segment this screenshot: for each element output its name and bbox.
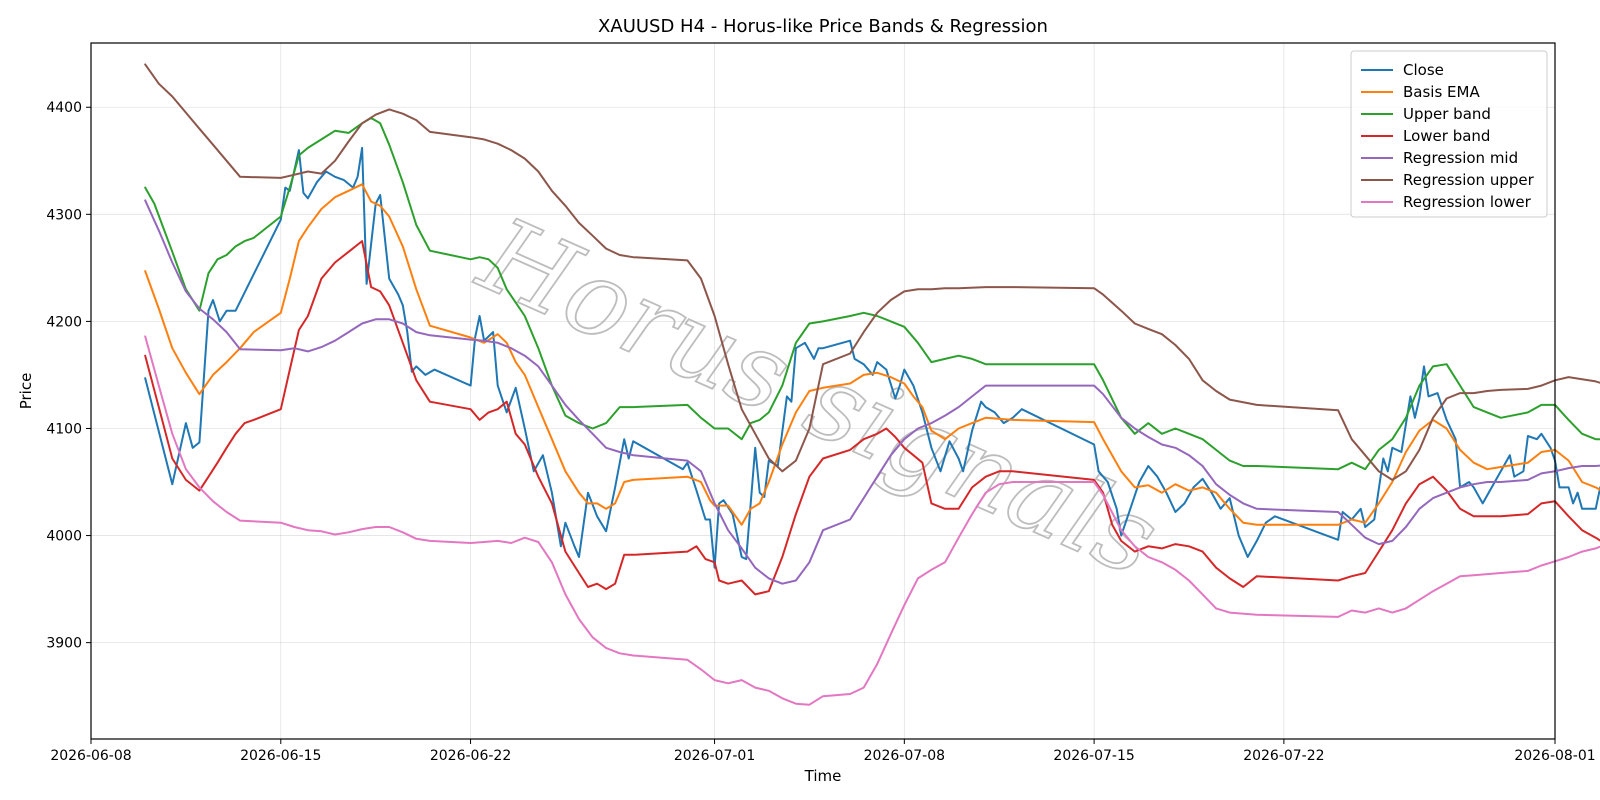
x-axis-ticks: 2026-06-08 2026-06-15 2026-06-22 2026-07-01… (50, 739, 1596, 764)
x-tick-label: 2026-07-01 (674, 748, 755, 764)
y-axis-label: Price (17, 373, 35, 410)
x-tick-label: 2026-07-15 (1053, 748, 1134, 764)
x-tick-label: 2026-06-15 (240, 748, 321, 764)
y-tick-label: 4300 (46, 207, 82, 223)
series-line-regression-mid (144, 199, 1600, 585)
x-tick-label: 2026-08-01 (1514, 748, 1595, 764)
legend-label-close: Close (1403, 61, 1444, 79)
x-tick-label: 2026-06-22 (430, 748, 511, 764)
legend-label-basis-ema: Basis EMA (1403, 83, 1480, 101)
y-tick-label: 4200 (46, 314, 82, 330)
x-tick-label: 2026-06-08 (50, 748, 131, 764)
plot-area-frame (90, 42, 1556, 740)
series-line-close (144, 146, 1600, 569)
series-line-basis-ema (144, 183, 1600, 526)
series-line-regression-lower (144, 335, 1600, 706)
series-line-upper-band (144, 117, 1600, 471)
legend-label-regression-upper: Regression upper (1403, 171, 1535, 189)
x-tick-label: 2026-07-08 (864, 748, 945, 764)
series-lines (144, 63, 1600, 706)
legend-label-regression-lower: Regression lower (1403, 193, 1532, 211)
series-line-regression-upper (144, 63, 1600, 481)
x-tick-label: 2026-07-22 (1243, 748, 1324, 764)
y-tick-label: 4000 (46, 529, 82, 545)
legend-box (1350, 50, 1548, 218)
series-line-lower-band (144, 240, 1600, 596)
legend: Close Basis EMA Upper band Lower band Regres… (1350, 50, 1548, 218)
y-axis-ticks: 3900 4000 4100 4200 4300 4400 (46, 100, 91, 652)
legend-label-lower-band: Lower band (1403, 127, 1490, 145)
x-axis-label: Time (804, 767, 842, 785)
y-tick-label: 4100 (46, 421, 82, 437)
chart-title: XAUUSD H4 - Horus-like Price Bands & Reg… (598, 16, 1048, 37)
legend-label-regression-mid: Regression mid (1403, 149, 1518, 167)
y-tick-label: 3900 (46, 636, 82, 652)
y-tick-label: 4400 (46, 100, 82, 116)
legend-label-upper-band: Upper band (1403, 105, 1491, 123)
